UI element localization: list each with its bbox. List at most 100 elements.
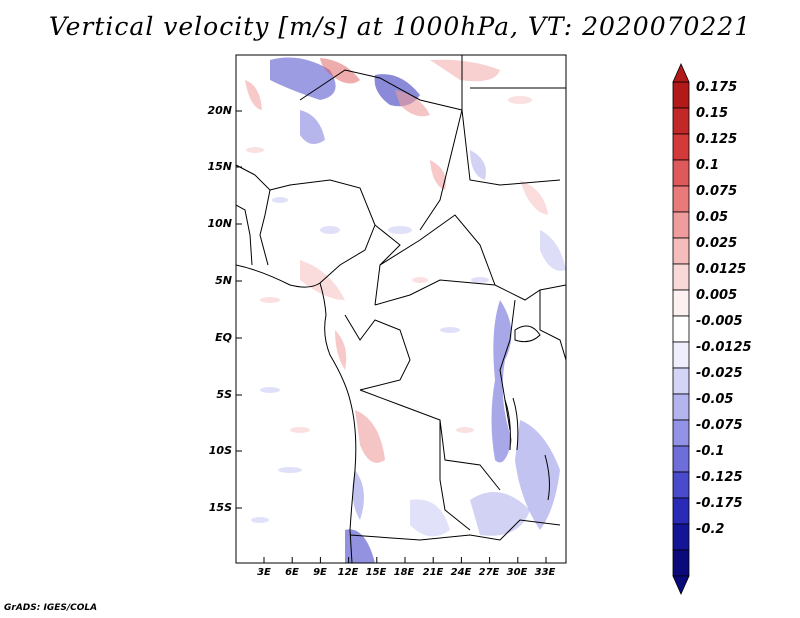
lon-label: 15E	[365, 567, 387, 578]
lat-label: 5S	[216, 388, 232, 401]
red-angola	[355, 410, 385, 463]
lake-victoria	[514, 325, 541, 343]
colorbar-label: 0.025	[696, 236, 738, 251]
faint-red-speckle	[246, 96, 532, 433]
colorbar-label: 0.0125	[696, 262, 747, 277]
red-cell-north	[320, 58, 360, 84]
colorbar-swatch	[672, 263, 690, 291]
border-nigeria	[269, 179, 376, 284]
colorbar-swatch	[672, 549, 690, 577]
map-title: Vertical velocity [m/s] at 1000hPa, VT: …	[48, 12, 752, 41]
colorbar-swatch	[672, 471, 690, 499]
colorbar-swatch	[672, 497, 690, 525]
colorbar-label: -0.0125	[696, 340, 752, 355]
lon-label: 3E	[257, 567, 271, 578]
colorbar-label: 0.005	[696, 288, 738, 303]
lat-tick-marks	[236, 110, 242, 509]
faint-blue-speckle	[251, 197, 489, 523]
colorbar-swatch	[672, 81, 690, 109]
map-background	[236, 55, 566, 563]
colorbar-swatch	[672, 393, 690, 421]
border-west	[236, 164, 271, 266]
colorbar-label: -0.1	[696, 444, 725, 459]
colorbar-swatch	[672, 185, 690, 213]
blue-angola	[410, 499, 450, 537]
colorbar	[672, 63, 690, 595]
colorbar-label: 0.05	[696, 210, 729, 225]
border-niger-chad	[419, 55, 463, 231]
colorbar-swatch	[672, 237, 690, 265]
border-angola-zambia	[439, 420, 471, 531]
colorbar-label: 0.175	[696, 80, 738, 95]
border-congo	[344, 314, 411, 391]
colorbar-label: -0.175	[696, 496, 743, 511]
colorbar-swatch	[672, 419, 690, 447]
lon-label: 9E	[313, 567, 327, 578]
lat-label: 5N	[215, 274, 232, 287]
border-east	[539, 290, 566, 361]
lat-label: 10N	[207, 217, 232, 230]
red-cell-north2	[395, 90, 430, 117]
map-frame	[235, 54, 567, 564]
blue-west-coast	[352, 470, 364, 520]
colorbar-min-arrow	[672, 575, 690, 595]
colorbar-label: 0.125	[696, 132, 738, 147]
colorbar-swatch	[672, 315, 690, 343]
red-nw	[245, 80, 262, 110]
lon-label: 6E	[285, 567, 299, 578]
colorbar-swatch	[672, 159, 690, 187]
lon-tick-marks	[263, 557, 547, 563]
lon-label: 27E	[478, 567, 500, 578]
red-gabon	[335, 330, 347, 370]
colorbar-label: -0.025	[696, 366, 743, 381]
colorbar-swatch	[672, 289, 690, 317]
blue-cell-north	[270, 57, 336, 100]
colorbar-label: 0.1	[696, 158, 720, 173]
lon-label: 30E	[506, 567, 528, 578]
lon-label: 24E	[450, 567, 472, 578]
lat-label: 10S	[208, 444, 232, 457]
colorbar-label: -0.125	[696, 470, 743, 485]
lat-label: 20N	[207, 104, 232, 117]
red-central	[430, 160, 446, 190]
border-ghana	[236, 204, 253, 266]
blue-cell-sahel	[300, 110, 325, 144]
colorbar-swatch	[672, 107, 690, 135]
blue-east-highland	[470, 150, 486, 180]
border-rift	[499, 299, 516, 431]
lon-label: 18E	[393, 567, 415, 578]
colorbar-swatch	[672, 133, 690, 161]
blue-sudan	[540, 230, 566, 271]
colorbar-label: -0.2	[696, 522, 725, 537]
colorbar-swatch	[672, 211, 690, 239]
colorbar-swatch	[672, 523, 690, 551]
border-south	[349, 519, 561, 541]
country-borders	[236, 55, 566, 563]
lat-label: EQ	[215, 331, 232, 344]
border-chad-car	[379, 214, 496, 286]
lat-label: 15S	[208, 501, 232, 514]
lon-label: 33E	[534, 567, 556, 578]
colorbar-label: -0.05	[696, 392, 734, 407]
border-sudan	[461, 109, 561, 186]
colorbar-label: 0.15	[696, 106, 729, 121]
colorbar-swatch	[672, 367, 690, 395]
lon-label: 21E	[422, 567, 444, 578]
blue-south	[345, 529, 375, 563]
border-cameroon-car	[374, 224, 401, 306]
lake-tanganyika	[504, 397, 519, 451]
colorbar-max-arrow	[672, 63, 690, 83]
lake-malawi	[544, 454, 550, 501]
lat-label: 15N	[207, 160, 232, 173]
colorbar-label: 0.075	[696, 184, 738, 199]
grads-credit: GrADS: IGES/COLA	[4, 603, 98, 613]
border-niger-libya	[299, 69, 463, 111]
red-coast	[300, 260, 345, 300]
coastline-west	[236, 264, 357, 563]
colorbar-label: -0.005	[696, 314, 743, 329]
blue-rift-east	[515, 420, 560, 530]
red-sahara	[430, 59, 500, 82]
colorbar-swatch	[672, 341, 690, 369]
colorbar-swatch	[672, 445, 690, 473]
